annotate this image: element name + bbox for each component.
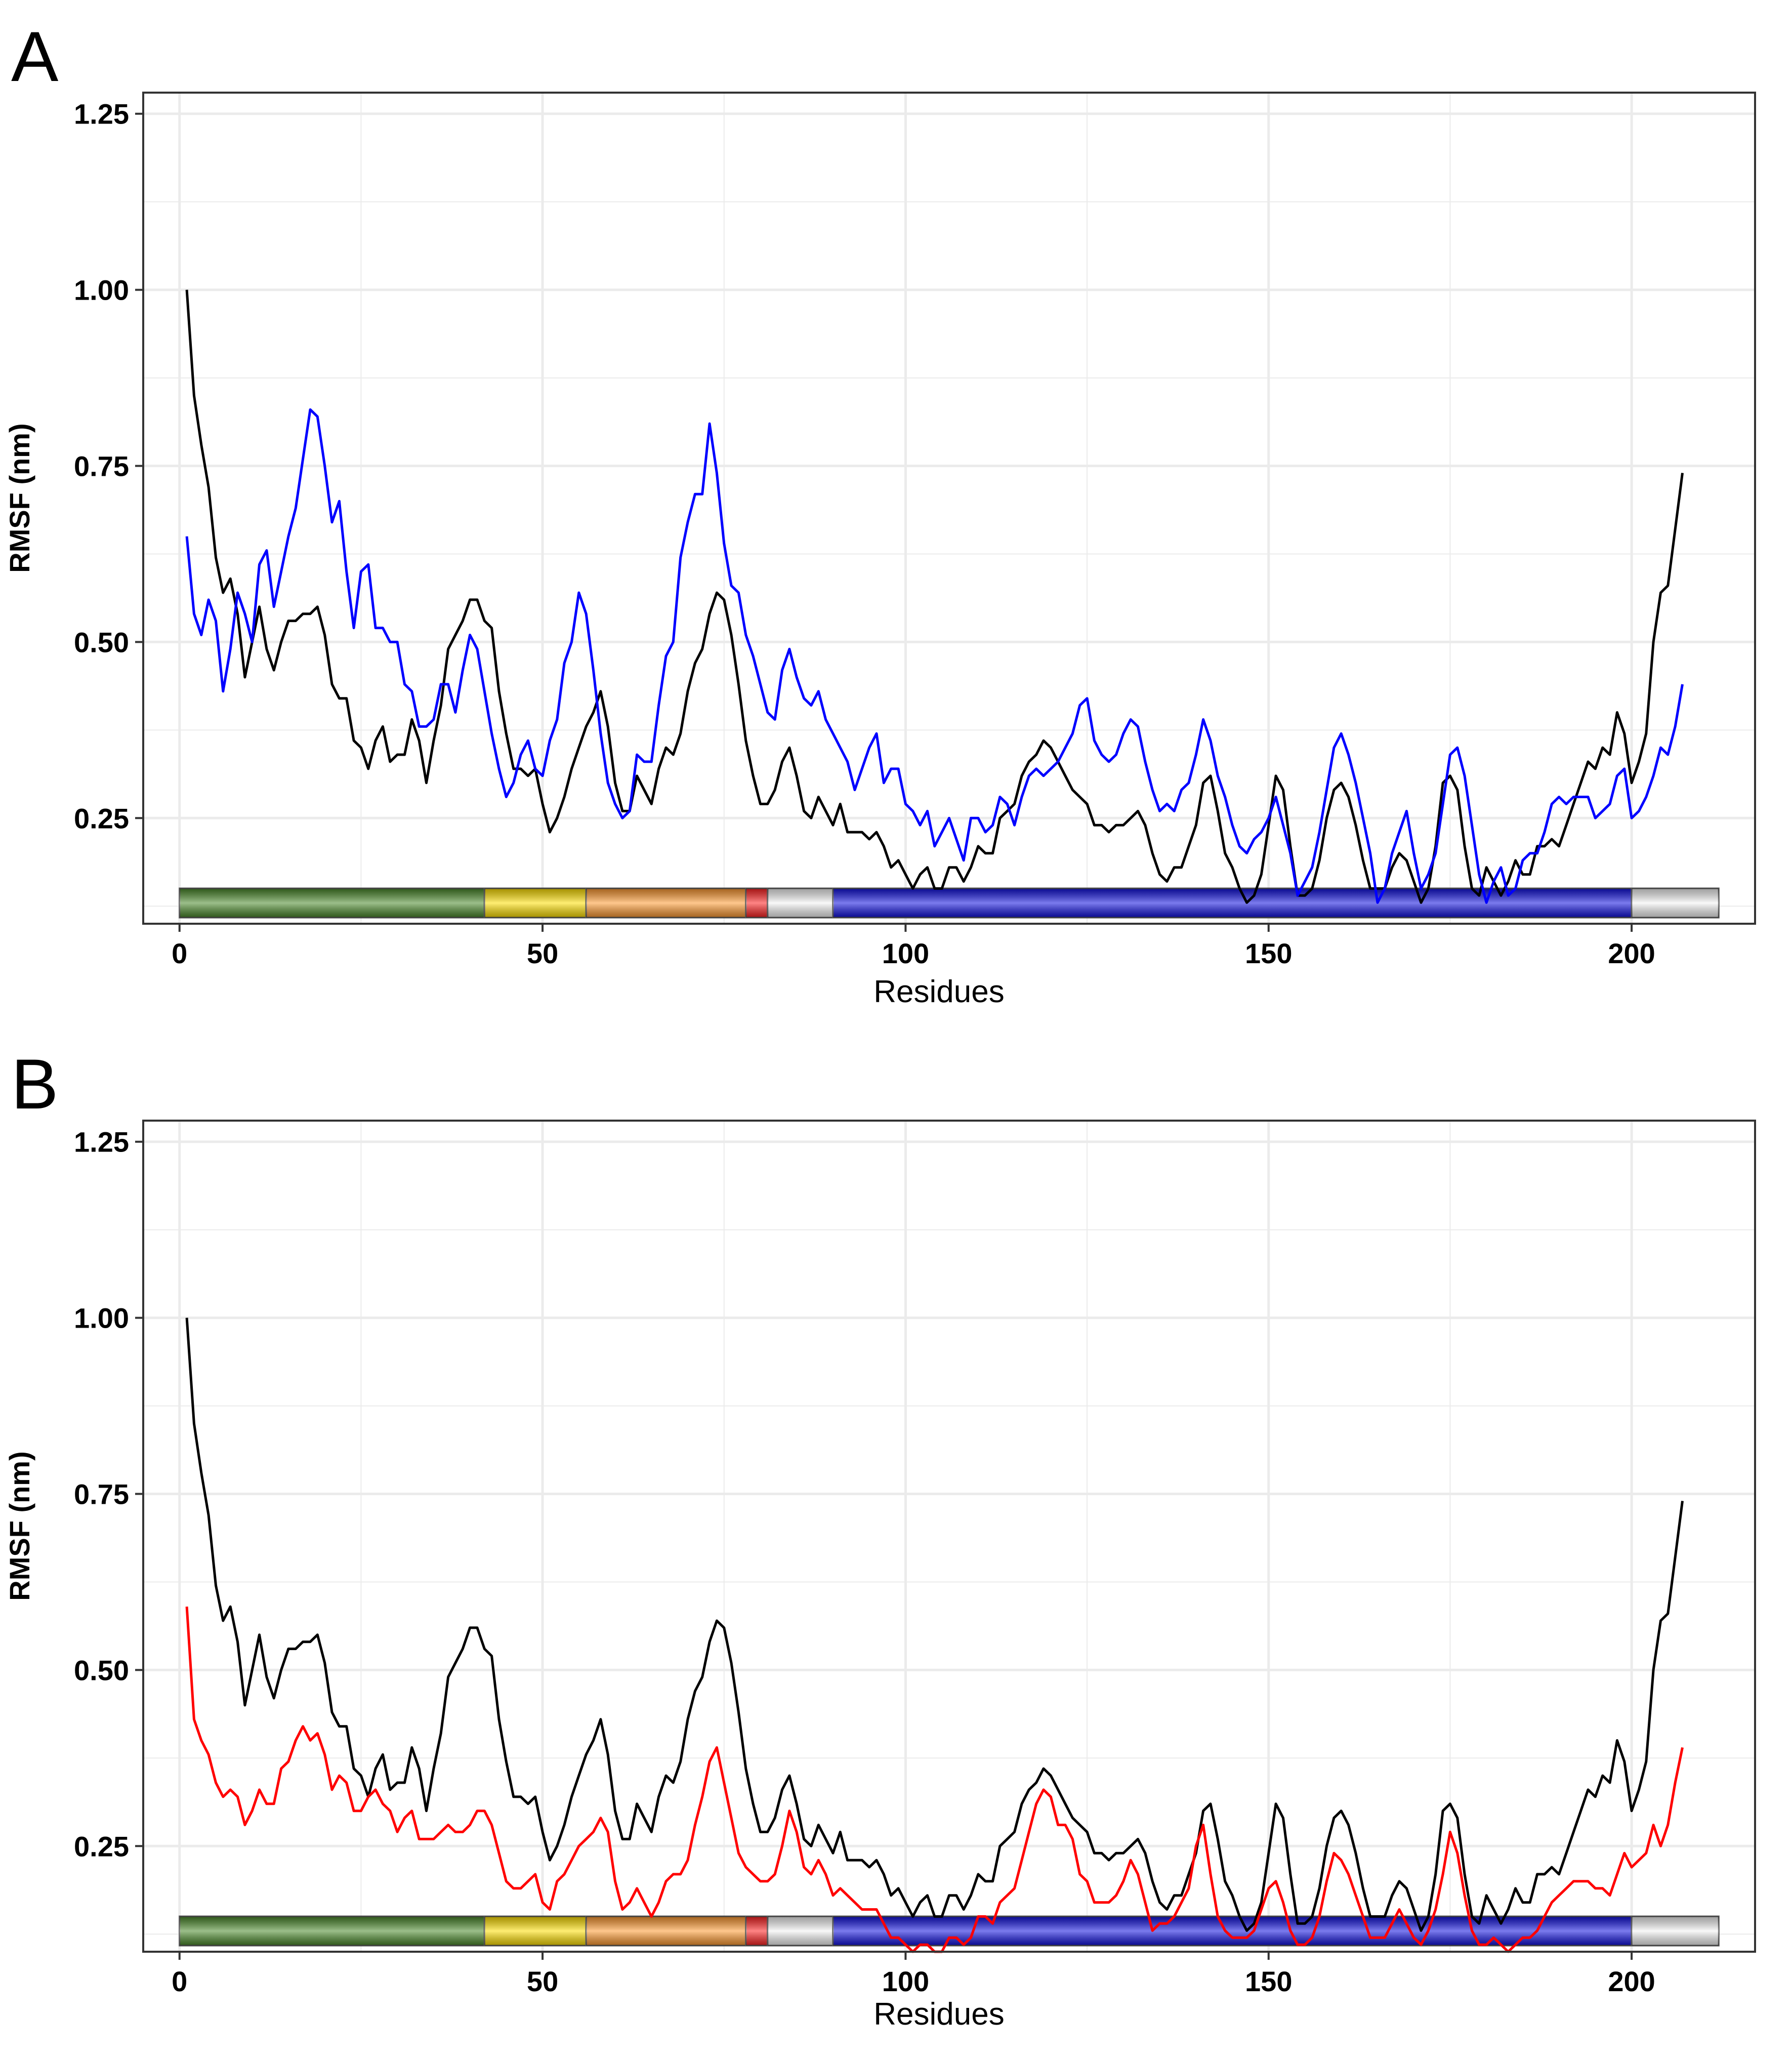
panel-b-domain-segment-7-shading xyxy=(1632,1916,1719,1946)
panel-a-axes: 0.25 0.50 0.75 1.00 1.25 0 50 100 150 200 xyxy=(74,98,1655,969)
panel-b-domain-bar xyxy=(179,1915,1720,1947)
panel-b-x-axis-title: Residues xyxy=(873,1997,1004,2032)
panel-a-x-tick-label: 150 xyxy=(1245,937,1292,969)
panel-a-series xyxy=(185,290,1684,904)
panel-a-y-tick-label: 1.00 xyxy=(74,274,129,306)
panel-a-domain-bar xyxy=(179,887,1720,919)
panel-a-domain-segment-2-shading xyxy=(484,888,587,918)
panel-b-series xyxy=(185,1318,1684,1953)
panel-a-x-tick-label: 100 xyxy=(882,937,929,969)
panel-a-label: A xyxy=(11,17,59,96)
panel-b-domain-segment-6-shading xyxy=(832,1916,1632,1946)
panel-a-y-tick-label: 0.25 xyxy=(74,802,129,834)
panel-b-domain-segment-1-shading xyxy=(179,1916,485,1946)
panel-a-x-axis-title: Residues xyxy=(873,974,1004,1009)
panel-a-x-tick-label: 200 xyxy=(1608,937,1655,969)
panel-b-x-tick-label: 0 xyxy=(172,1965,187,1997)
panel-a-y-tick-label: 0.75 xyxy=(74,450,129,482)
panel-a-domain-segment-7-shading xyxy=(1632,888,1719,918)
panel-b-domain-segment-5-shading xyxy=(767,1916,833,1946)
panel-a-domain-segment-1-shading xyxy=(179,888,485,918)
panel-a-series-blue xyxy=(185,408,1684,904)
panel-a-y-tick-label: 0.50 xyxy=(74,626,129,658)
panel-a-domain-segment-4-shading xyxy=(745,888,768,918)
panel-b-x-tick-label: 150 xyxy=(1245,1965,1292,1997)
panel-b-x-tick-label: 200 xyxy=(1608,1965,1655,1997)
panel-a-series-black xyxy=(185,290,1684,904)
panel-b-series-black xyxy=(185,1318,1684,1932)
panel-b-x-tick-label: 50 xyxy=(527,1965,558,1997)
panel-a-x-tick-label: 50 xyxy=(527,937,558,969)
panel-a-domain-segment-3-shading xyxy=(586,888,746,918)
panel-b-x-tick-label: 100 xyxy=(882,1965,929,1997)
panel-a-y-tick-label: 1.25 xyxy=(74,98,129,130)
panel-b-domain-segment-4-shading xyxy=(745,1916,768,1946)
panel-a-frame xyxy=(142,92,1756,925)
panel-a-x-tick-label: 0 xyxy=(172,937,187,969)
panel-b-y-tick-label: 0.50 xyxy=(74,1654,129,1686)
panel-b-axes: 0.25 0.50 0.75 1.00 1.25 0 50 100 150 200 xyxy=(74,1126,1655,1997)
panel-a-y-axis-title: RMSF (nm) xyxy=(4,423,35,573)
panel-a-domain-segment-5-shading xyxy=(767,888,833,918)
panel-a: A 0.25 0.50 0.75 1.00 1.25 0 50 100 150 200 RMSF … xyxy=(4,17,1756,1009)
panel-b-domain-segment-2-shading xyxy=(484,1916,587,1946)
panel-b: B 0.25 0.50 0.75 1.00 1.25 0 50 100 150 200 RMSF … xyxy=(4,1044,1756,2032)
panel-b-domain-segment-3-shading xyxy=(586,1916,746,1946)
panel-b-frame xyxy=(142,1120,1756,1953)
panel-a-grid xyxy=(143,93,1755,924)
panel-b-y-axis-title: RMSF (nm) xyxy=(4,1451,35,1601)
panel-b-y-tick-label: 0.75 xyxy=(74,1478,129,1510)
panel-b-label: B xyxy=(11,1044,58,1124)
panel-b-y-tick-label: 0.25 xyxy=(74,1830,129,1862)
panel-b-y-tick-label: 1.25 xyxy=(74,1126,129,1158)
panel-b-series-red xyxy=(185,1607,1684,1953)
panel-b-grid xyxy=(143,1121,1755,1952)
panel-b-y-tick-label: 1.00 xyxy=(74,1302,129,1334)
